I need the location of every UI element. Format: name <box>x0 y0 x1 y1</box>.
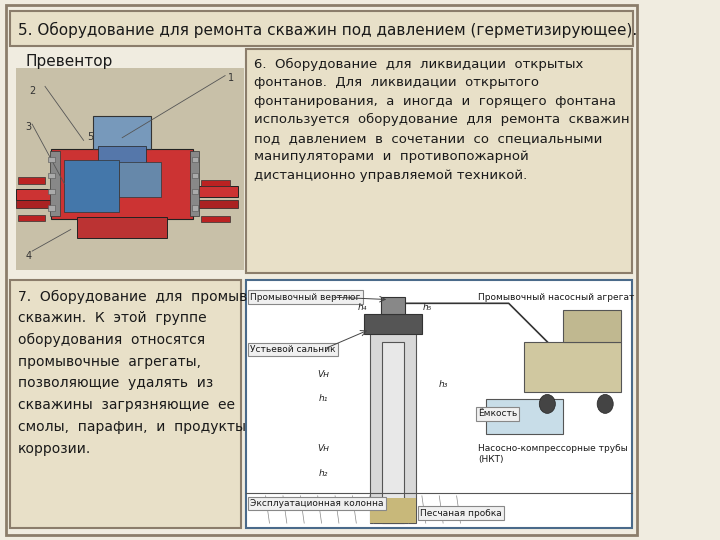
Text: Vн: Vн <box>318 444 330 453</box>
Text: h₅: h₅ <box>423 302 433 312</box>
Bar <box>201 180 230 186</box>
Bar <box>524 342 621 392</box>
Text: 6.  Оборудование  для  ликвидации  открытых
фонтанов.  Для  ликвидации  открытог: 6. Оборудование для ликвидации открытых … <box>254 58 630 182</box>
Text: h₃: h₃ <box>438 380 448 389</box>
Bar <box>201 216 230 222</box>
Bar <box>485 399 563 434</box>
Text: Песчаная пробка: Песчаная пробка <box>420 509 502 518</box>
Bar <box>51 148 193 219</box>
Bar <box>50 151 60 216</box>
Text: h₁: h₁ <box>319 394 328 403</box>
Text: 1: 1 <box>228 73 235 83</box>
Bar <box>9 280 241 528</box>
Bar <box>196 186 238 197</box>
Bar <box>119 162 161 197</box>
Bar <box>192 189 198 194</box>
Bar <box>77 217 167 238</box>
Ellipse shape <box>539 394 555 414</box>
Text: 2: 2 <box>29 86 35 97</box>
Bar <box>370 498 416 523</box>
Ellipse shape <box>597 394 613 414</box>
Bar <box>48 205 55 211</box>
Bar <box>48 157 55 162</box>
Bar <box>16 200 51 208</box>
Text: Промывочный вертлюг: Промывочный вертлюг <box>250 293 361 302</box>
Text: h₄: h₄ <box>357 302 366 312</box>
Bar <box>16 189 51 200</box>
Bar <box>382 297 405 314</box>
Bar <box>9 11 634 46</box>
Bar <box>18 177 45 184</box>
Text: Эксплуатационная колонна: Эксплуатационная колонна <box>250 499 384 508</box>
Bar <box>192 205 198 211</box>
Text: Устьевой сальник: Устьевой сальник <box>250 345 336 354</box>
Bar <box>382 342 404 523</box>
Text: Насосно-компрессорные трубы
(НКТ): Насосно-компрессорные трубы (НКТ) <box>478 443 628 464</box>
Bar <box>192 157 198 162</box>
Bar <box>246 49 632 273</box>
Text: 3: 3 <box>26 122 32 132</box>
Bar <box>64 160 119 212</box>
Text: Промывочный насосный агрегат: Промывочный насосный агрегат <box>478 293 634 302</box>
Bar <box>364 314 422 334</box>
Text: Превентор: Превентор <box>26 54 113 69</box>
Text: 5: 5 <box>87 132 93 143</box>
Bar <box>196 200 238 208</box>
Bar <box>246 280 632 528</box>
Bar <box>48 189 55 194</box>
Text: Ёмкость: Ёмкость <box>478 409 517 418</box>
Text: 4: 4 <box>26 251 32 261</box>
Bar <box>16 68 244 270</box>
Bar <box>192 173 198 178</box>
Bar <box>190 151 199 216</box>
Bar <box>563 309 621 342</box>
Bar <box>94 116 151 148</box>
Bar <box>370 317 416 523</box>
Text: Vн: Vн <box>318 369 330 379</box>
Bar <box>48 173 55 178</box>
Bar <box>98 146 146 165</box>
Text: 7.  Оборудование  для  промывки
скважин.  К  этой  группе
оборудования  относятс: 7. Оборудование для промывки скважин. К … <box>18 289 265 456</box>
Bar <box>18 215 45 221</box>
Text: h₂: h₂ <box>319 469 328 478</box>
Text: 5. Оборудование для ремонта скважин под давлением (герметизирующее).: 5. Оборудование для ремонта скважин под … <box>18 22 637 38</box>
